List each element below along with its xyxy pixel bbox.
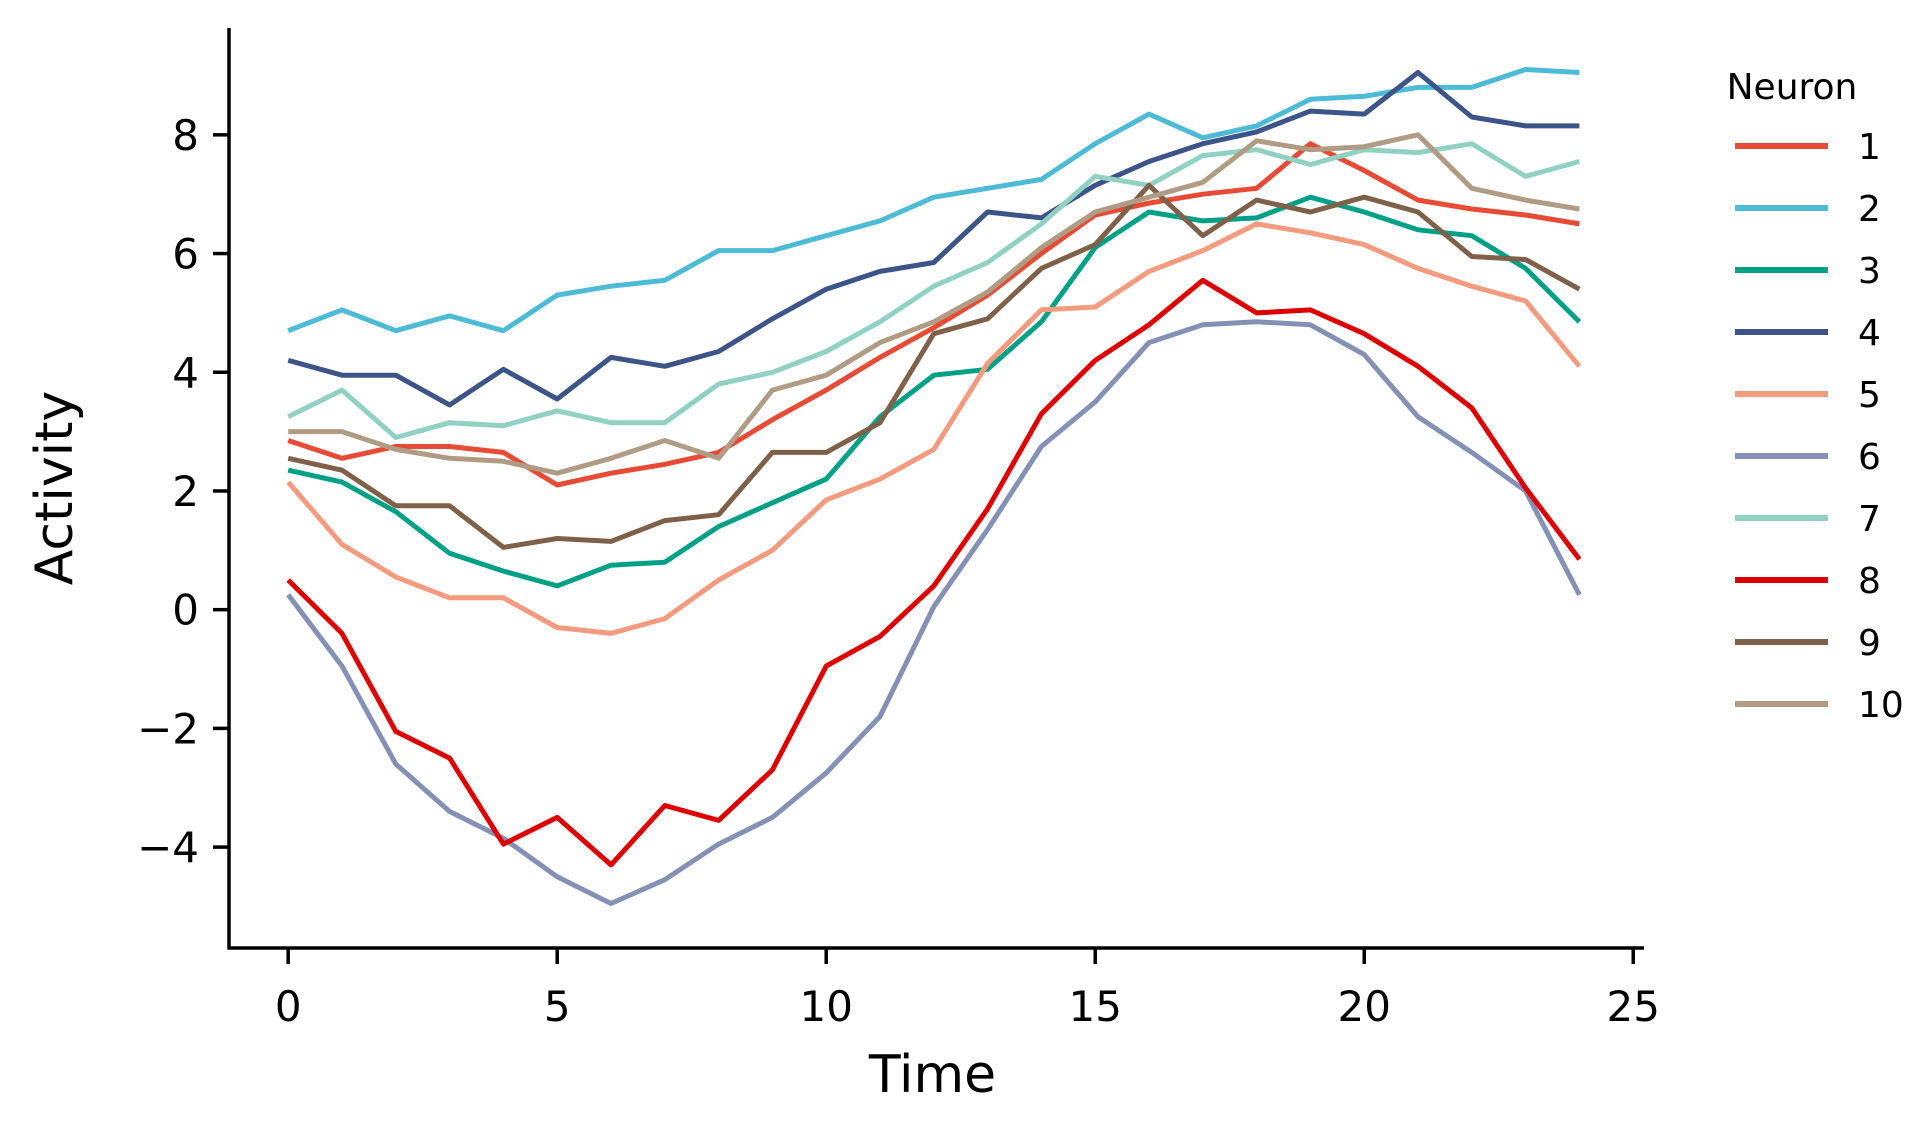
series-line-4 bbox=[287, 70, 1580, 408]
x-tick-label: 25 bbox=[1607, 982, 1660, 1031]
legend-label-2: 2 bbox=[1858, 189, 1881, 230]
legend-label-3: 3 bbox=[1858, 251, 1881, 292]
legend-label-6: 6 bbox=[1858, 437, 1881, 478]
legend-label-4: 4 bbox=[1858, 313, 1881, 354]
x-tick-label: 5 bbox=[544, 982, 571, 1031]
y-tick-label: 6 bbox=[172, 230, 199, 279]
legend-label-5: 5 bbox=[1858, 375, 1881, 416]
legend-label-10: 10 bbox=[1858, 685, 1904, 726]
x-tick-label: 20 bbox=[1338, 982, 1391, 1031]
series-line-1 bbox=[287, 141, 1580, 488]
y-tick-label: 4 bbox=[172, 348, 199, 397]
y-tick-label: −2 bbox=[137, 704, 199, 753]
axes: 0 5 10 15 20 25 −4 −2 0 2 4 6 8 bbox=[137, 28, 1660, 1031]
series-line-8 bbox=[286, 277, 1582, 868]
y-tick-label: −4 bbox=[137, 823, 199, 872]
legend-title: Neuron bbox=[1727, 67, 1858, 108]
x-tick-label: 10 bbox=[799, 982, 852, 1031]
series-line-9 bbox=[287, 182, 1581, 550]
series-line-6 bbox=[286, 319, 1582, 906]
y-axis-title: Activity bbox=[25, 391, 85, 585]
series-line-10 bbox=[288, 132, 1580, 476]
series-line-7 bbox=[287, 141, 1581, 440]
legend-label-8: 8 bbox=[1858, 561, 1881, 602]
series-line-2 bbox=[287, 67, 1580, 334]
series-line-5 bbox=[286, 221, 1582, 636]
x-tick-label: 0 bbox=[275, 982, 302, 1031]
y-tick-label: 0 bbox=[172, 586, 199, 635]
legend-label-7: 7 bbox=[1858, 499, 1881, 540]
series-line-3 bbox=[287, 194, 1582, 589]
x-axis-title: Time bbox=[868, 1045, 996, 1105]
x-tick-label: 15 bbox=[1068, 982, 1121, 1031]
y-tick-label: 2 bbox=[172, 467, 199, 516]
legend-label-1: 1 bbox=[1858, 127, 1881, 168]
legend-label-9: 9 bbox=[1858, 623, 1881, 664]
series-lines bbox=[286, 67, 1582, 906]
y-tick-label: 8 bbox=[172, 111, 199, 160]
